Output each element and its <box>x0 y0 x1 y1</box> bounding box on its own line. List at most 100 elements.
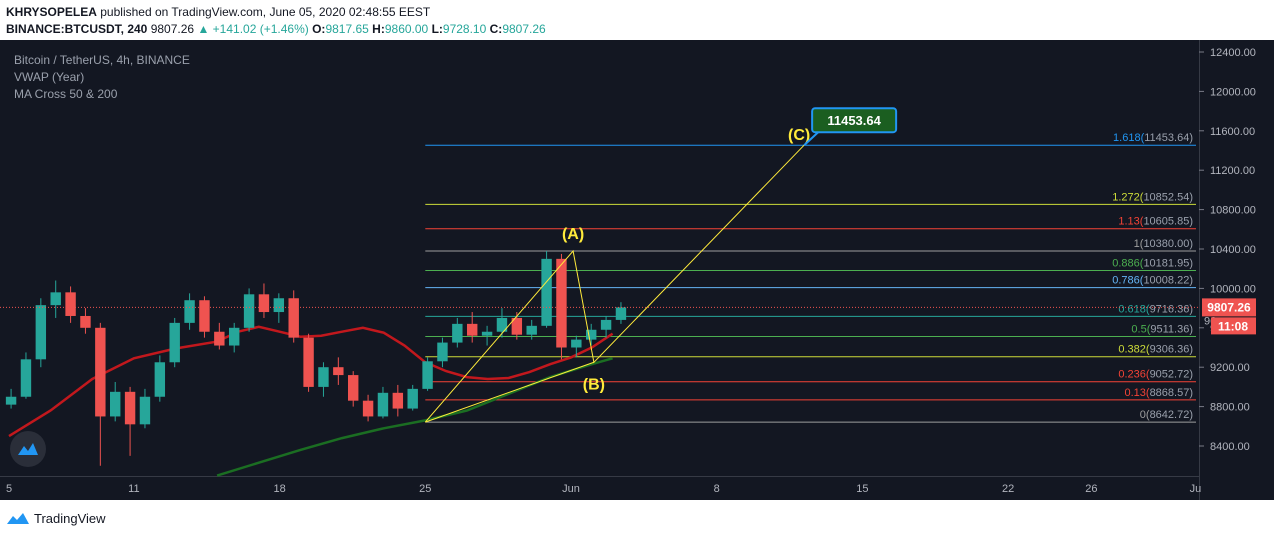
fib-ratio: 0 <box>1140 409 1146 421</box>
price-chart[interactable]: 12400.00 12000.00 11600.00 11200.00 10800.00… <box>0 40 1274 500</box>
fib-value: 11453.64 <box>1144 132 1189 144</box>
fib-ratio: 0.618 <box>1118 303 1146 315</box>
fib-ratio: 0.886 <box>1112 257 1140 269</box>
fib-open-paren: ( <box>1141 132 1145 144</box>
fib-close-paren: ) <box>1189 216 1193 228</box>
price-tick-label: 11200.00 <box>1210 165 1255 177</box>
price-tick-label: 8400.00 <box>1210 441 1250 453</box>
fib-value: 8868.57 <box>1150 387 1190 399</box>
candle-body <box>228 327 240 346</box>
price-tick-label: 10800.00 <box>1210 205 1256 217</box>
candle-body <box>214 331 225 346</box>
publish-info: KHRYSOPELEA published on TradingView.com… <box>6 5 430 19</box>
candle-body <box>20 359 32 397</box>
fib-level-label: 0.236(9052.72) <box>1118 369 1193 381</box>
fib-level-label: 1(10380.00) <box>1134 238 1193 250</box>
fib-ratio: 0.382 <box>1118 344 1146 356</box>
fib-level-label: 0.886(10181.95) <box>1112 257 1193 269</box>
candle-body <box>95 327 106 417</box>
candle-body <box>243 294 255 328</box>
candle-body <box>65 292 76 316</box>
fib-level-label: 0.5(9511.36) <box>1131 324 1193 336</box>
candle-body <box>511 317 523 335</box>
price-tick-label: 12000.00 <box>1210 86 1256 98</box>
target-callout-pointer <box>803 131 819 146</box>
candle-body <box>199 300 210 332</box>
fib-value: 10380.00 <box>1143 238 1189 250</box>
fib-ratio: 1.13 <box>1118 216 1139 228</box>
candle-body <box>600 319 612 330</box>
time-axis[interactable]: 5 11 18 25 Jun 8 15 22 26 Ju <box>6 483 1201 495</box>
footer-brand[interactable]: TradingView <box>34 511 106 526</box>
author-name[interactable]: KHRYSOPELEA <box>6 5 97 19</box>
abc-pattern-line <box>424 144 805 423</box>
fib-value: 10852.54 <box>1143 191 1189 203</box>
fib-level-label: 0.13(8868.57) <box>1124 387 1193 399</box>
candle-body <box>556 258 567 348</box>
candle-body <box>5 396 17 405</box>
legend-ma-cross[interactable]: MA Cross 50 & 200 <box>14 87 118 101</box>
high-label: H: <box>372 22 385 36</box>
fib-value: 9052.72 <box>1150 369 1190 381</box>
candle-body <box>110 391 121 417</box>
fib-ratio: 1 <box>1134 238 1140 250</box>
published-text: published on TradingView.com, June 05, 2… <box>100 5 431 19</box>
current-price-tag <box>1202 298 1256 317</box>
fib-ratio: 1.618 <box>1113 132 1141 144</box>
fib-open-paren: ( <box>1140 257 1144 269</box>
watermark-circle <box>10 431 46 467</box>
abc-point-label: (A) <box>562 226 584 243</box>
fib-ratio: 0.5 <box>1131 324 1146 336</box>
fib-open-paren: ( <box>1147 324 1151 336</box>
fib-open-paren: ( <box>1146 369 1150 381</box>
tradingview-logo-icon[interactable] <box>6 511 30 527</box>
fib-level-label: 1.13(10605.85) <box>1118 216 1193 228</box>
legend-symbol[interactable]: Bitcoin / TetherUS, 4h, BINANCE <box>14 53 190 67</box>
candle-body <box>124 391 136 425</box>
close-value: 9807.26 <box>502 22 546 36</box>
abc-point-label: (C) <box>788 127 810 144</box>
symbol-label: BINANCE:BTCUSDT, 240 <box>6 22 148 36</box>
candle-body <box>571 339 582 348</box>
fib-value: 9716.36 <box>1150 303 1190 315</box>
chart-legend: Bitcoin / TetherUS, 4h, BINANCE VWAP (Ye… <box>14 52 190 103</box>
fib-value: 10605.85 <box>1143 216 1189 228</box>
price-tick-label: 9200.00 <box>1210 362 1250 374</box>
time-tick-label: Ju <box>1190 483 1202 495</box>
candle-body <box>288 298 299 338</box>
candle-body <box>50 292 61 306</box>
abc-base-line <box>425 361 595 423</box>
price-tick-label: 10000.00 <box>1210 283 1256 295</box>
candles <box>5 250 627 466</box>
legend-vwap[interactable]: VWAP (Year) <box>14 70 85 84</box>
time-tick-label: 5 <box>6 483 12 495</box>
fib-close-paren: ) <box>1189 275 1193 287</box>
candle-body <box>526 325 537 335</box>
open-label: O: <box>312 22 326 36</box>
candle-body <box>139 396 151 425</box>
candle-body <box>184 300 195 323</box>
candle-body <box>466 323 478 336</box>
price-tick-label: 12400.00 <box>1210 47 1256 59</box>
fib-open-paren: ( <box>1146 409 1150 421</box>
candle-body <box>169 322 180 363</box>
fib-close-paren: ) <box>1189 369 1193 381</box>
candle-body <box>318 367 329 387</box>
fib-close-paren: ) <box>1189 238 1193 250</box>
fib-value: 9511.36 <box>1150 324 1189 336</box>
fib-close-paren: ) <box>1189 257 1193 269</box>
up-triangle-icon: ▲ <box>197 22 210 36</box>
fib-level-label: 0.618(9716.36) <box>1118 303 1193 315</box>
abc-pattern[interactable]: (A) (B) (C) 11453.64 <box>424 107 898 423</box>
footer-bar: TradingView <box>0 500 1274 537</box>
current-price-label: 9807.26 <box>1207 300 1251 314</box>
candle-body <box>362 400 374 417</box>
countdown-tag <box>1211 317 1256 335</box>
candle-body <box>154 362 166 397</box>
time-tick-label: 25 <box>419 483 431 495</box>
close-label: C: <box>489 22 503 36</box>
fib-extension[interactable]: 1.618(11453.64)1.272(10852.54)1.13(10605… <box>425 132 1196 423</box>
countdown-label: 11:08 <box>1218 319 1248 333</box>
time-tick-label: 22 <box>1002 483 1014 495</box>
open-value: 9817.65 <box>325 22 369 36</box>
